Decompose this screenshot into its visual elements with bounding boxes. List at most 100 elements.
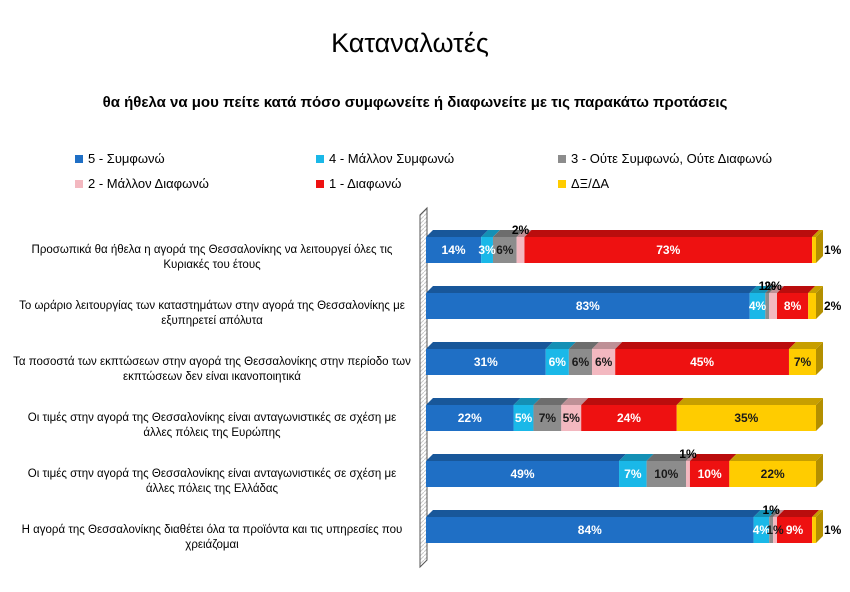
bar-segment xyxy=(788,349,816,375)
bar-segment-top xyxy=(581,398,684,405)
data-label: 73% xyxy=(656,243,680,257)
data-label: 84% xyxy=(578,523,602,537)
chart-subtitle: θα ήθελα να μου πείτε κατά πόσο συμφωνεί… xyxy=(102,94,728,111)
bar-segment-top xyxy=(812,510,823,517)
bar-segment xyxy=(524,237,813,263)
legend-swatch-disagree xyxy=(316,179,324,188)
bar-segment xyxy=(426,405,514,431)
bar-segment xyxy=(545,349,569,375)
bar-segment xyxy=(676,405,816,431)
bar-segment xyxy=(729,461,816,487)
bar-segment-top xyxy=(808,286,823,293)
bar-segment xyxy=(689,461,730,487)
legend-item-disagree: 1 - Διαφωνώ xyxy=(316,176,401,191)
bar-segment xyxy=(769,517,774,543)
bar-segment xyxy=(646,461,686,487)
bar-segment-top xyxy=(646,454,693,461)
data-label: 6% xyxy=(595,355,613,369)
data-label: 10% xyxy=(654,467,678,481)
data-label: 1% xyxy=(679,447,697,461)
bar-segment xyxy=(426,349,546,375)
chart-back-wall xyxy=(419,206,428,569)
data-label: 7% xyxy=(624,467,642,481)
bar-segment-top xyxy=(426,454,627,461)
bar-segment-top xyxy=(777,286,816,293)
bar-segment-top xyxy=(426,230,489,237)
bar-segment xyxy=(592,349,616,375)
bar-segment-top xyxy=(545,342,576,349)
bar-segment xyxy=(426,461,620,487)
bar-segment xyxy=(686,461,690,487)
data-label: 22% xyxy=(761,467,785,481)
legend-swatch-neutral xyxy=(558,154,566,163)
bar-segment xyxy=(492,237,517,263)
data-label: 4% xyxy=(753,523,771,537)
bar-segment xyxy=(516,237,525,263)
bar-end-cap xyxy=(816,398,823,431)
data-label: 2% xyxy=(512,223,530,237)
bar-segment xyxy=(769,293,777,319)
data-label: 6% xyxy=(572,355,590,369)
data-label: 49% xyxy=(510,467,534,481)
data-label: 6% xyxy=(496,243,514,257)
data-label: 4% xyxy=(749,299,767,313)
bar-segment-top xyxy=(426,286,757,293)
bar-row xyxy=(426,342,823,375)
bar-segment xyxy=(749,293,766,319)
legend-swatch-somewhat-disagree xyxy=(75,179,83,188)
bar-segment-top xyxy=(619,454,654,461)
bar-segment xyxy=(777,517,813,543)
data-label: 1% xyxy=(824,243,842,257)
bar-segment xyxy=(619,461,647,487)
bar-segment-top xyxy=(592,342,623,349)
bar-end-cap xyxy=(816,510,823,543)
legend-label-dk-na: ΔΞ/ΔΑ xyxy=(571,176,610,191)
bar-segment-top xyxy=(561,398,589,405)
bar-segment-top xyxy=(426,342,553,349)
bar-end-cap xyxy=(816,286,823,319)
bar-segment-top xyxy=(533,398,569,405)
bar-segment-top xyxy=(769,510,781,517)
data-label: 1% xyxy=(762,503,780,517)
bar-end-cap xyxy=(816,454,823,487)
data-label: 45% xyxy=(690,355,714,369)
legend-label-somewhat-agree: 4 - Μάλλον Συμφωνώ xyxy=(329,151,455,166)
bar-segment-top xyxy=(765,286,777,293)
data-label: 5% xyxy=(563,411,581,425)
bar-segment xyxy=(533,405,562,431)
bar-segment-top xyxy=(426,398,521,405)
legend-label-neutral: 3 - Ούτε Συμφωνώ, Ούτε Διαφωνώ xyxy=(571,151,772,166)
bar-segment-top xyxy=(676,398,823,405)
legend-item-somewhat-agree: 4 - Μάλλον Συμφωνώ xyxy=(316,151,454,166)
bar-segment-top xyxy=(749,286,773,293)
bar-row xyxy=(426,454,823,487)
legend-item-neutral: 3 - Ούτε Συμφωνώ, Ούτε Διαφωνώ xyxy=(558,151,772,166)
data-label: 31% xyxy=(474,355,498,369)
bar-segment xyxy=(561,405,582,431)
data-label: 9% xyxy=(786,523,804,537)
bar-segment xyxy=(753,517,770,543)
bar-row xyxy=(426,230,823,263)
data-label: 10% xyxy=(698,467,722,481)
data-label: 5% xyxy=(515,411,533,425)
bar-segment-top xyxy=(426,510,761,517)
data-label: 2% xyxy=(824,299,842,313)
bar-segment-top xyxy=(769,286,784,293)
bar-segment xyxy=(513,405,534,431)
data-label: 35% xyxy=(734,411,758,425)
bar-segment-top xyxy=(513,398,541,405)
legend-label-agree: 5 - Συμφωνώ xyxy=(88,151,165,166)
data-label: 22% xyxy=(458,411,482,425)
data-label: 83% xyxy=(576,299,600,313)
data-label: 3% xyxy=(478,243,496,257)
bar-segment-top xyxy=(568,342,600,349)
data-label: 7% xyxy=(794,355,812,369)
bar-segment-top xyxy=(615,342,796,349)
bar-segment-top xyxy=(686,454,697,461)
bar-segment-top xyxy=(788,342,823,349)
bar-row xyxy=(426,510,823,543)
bar-segment xyxy=(426,293,750,319)
legend-item-agree: 5 - Συμφωνώ xyxy=(75,151,165,166)
bar-segment xyxy=(777,293,809,319)
